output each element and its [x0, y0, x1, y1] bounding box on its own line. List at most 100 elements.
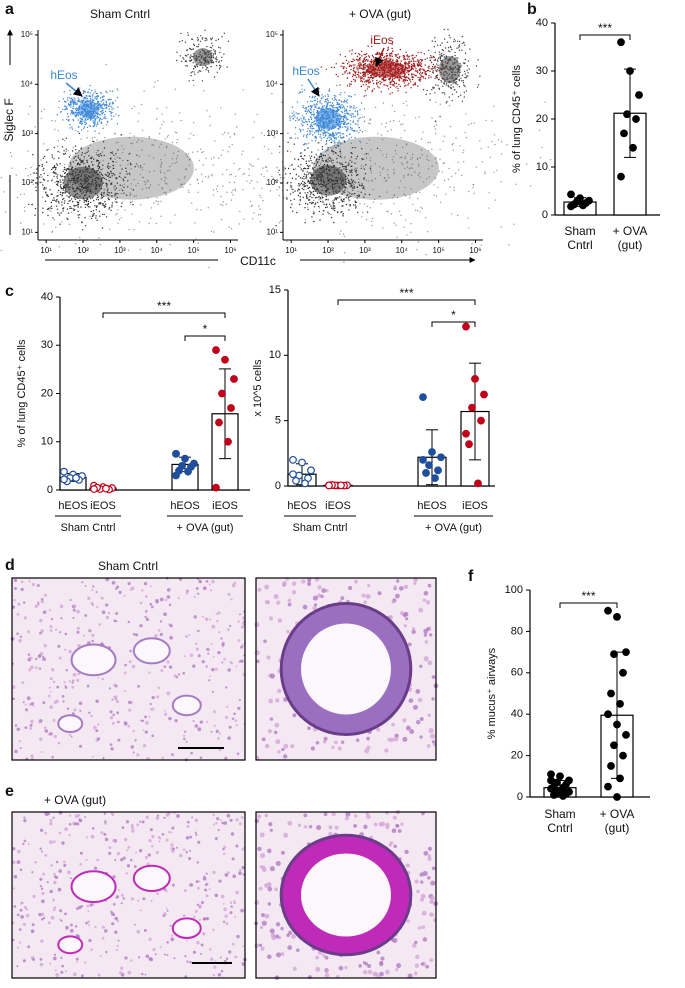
- y-axis-label: % of lung CD45⁺ cells: [511, 65, 523, 173]
- y-axis-label: Siglec F: [2, 98, 16, 141]
- event-dot: [108, 174, 110, 176]
- event-dot: [23, 193, 25, 195]
- event-dot: [300, 123, 303, 125]
- event-dot: [114, 185, 116, 187]
- event-dot: [104, 205, 107, 208]
- event-dot: [24, 133, 26, 135]
- event-dot: [100, 173, 102, 175]
- event-dot: [338, 196, 341, 198]
- event-dot: [497, 139, 500, 141]
- event-dot: [73, 157, 75, 159]
- event-dot: [373, 88, 375, 90]
- event-dot: [42, 169, 44, 171]
- event-dot: [266, 170, 268, 172]
- event-dot: [73, 113, 76, 115]
- event-dot: [467, 72, 469, 74]
- event-dot: [348, 138, 350, 140]
- event-dot: [435, 101, 437, 103]
- event-dot: [125, 170, 128, 173]
- event-dot: [399, 48, 401, 51]
- event-dot: [67, 203, 69, 205]
- event-dot: [318, 210, 320, 213]
- event-dot: [300, 168, 302, 170]
- event-dot: [210, 158, 212, 160]
- event-dot: [316, 161, 319, 164]
- event-dot: [421, 59, 423, 61]
- event-dot: [141, 129, 144, 132]
- event-dot: [380, 57, 383, 59]
- event-dot: [443, 91, 445, 94]
- event-dot: [111, 175, 114, 177]
- event-dot: [416, 248, 418, 251]
- event-dot: [84, 217, 86, 219]
- event-dot: [158, 146, 161, 148]
- event-dot: [4, 211, 7, 213]
- event-dot: [457, 57, 459, 59]
- event-dot: [78, 216, 80, 219]
- event-dot: [411, 73, 413, 75]
- event-dot: [97, 149, 99, 152]
- event-dot: [74, 103, 76, 105]
- event-dot: [169, 165, 171, 168]
- event-dot: [259, 194, 261, 197]
- event-dot: [302, 158, 305, 160]
- event-dot: [302, 170, 304, 172]
- event-dot: [62, 192, 64, 194]
- event-dot: [290, 184, 292, 187]
- event-dot: [34, 207, 37, 210]
- event-dot: [109, 98, 111, 101]
- event-dot: [108, 108, 111, 110]
- event-dot: [67, 212, 70, 214]
- event-dot: [344, 189, 346, 191]
- event-dot: [110, 170, 112, 173]
- event-dot: [271, 175, 273, 178]
- event-dot: [431, 117, 433, 119]
- event-dot: [348, 196, 350, 198]
- event-dot: [63, 168, 66, 171]
- event-dot: [354, 200, 356, 202]
- event-dot: [335, 147, 337, 149]
- event-dot: [340, 136, 342, 139]
- event-dot: [413, 60, 415, 63]
- event-dot: [65, 150, 68, 153]
- event-dot: [391, 55, 393, 57]
- event-dot: [376, 79, 378, 82]
- event-dot: [377, 133, 379, 135]
- event-dot: [340, 197, 342, 199]
- event-dot: [227, 40, 230, 42]
- event-dot: [116, 201, 118, 203]
- event-dot: [339, 135, 341, 137]
- event-dot: [429, 60, 431, 62]
- event-dot: [69, 199, 71, 202]
- event-dot: [369, 119, 371, 121]
- event-dot: [319, 198, 321, 200]
- event-dot: [96, 160, 99, 162]
- event-dot: [339, 54, 341, 56]
- event-dot: [311, 96, 313, 99]
- event-dot: [403, 82, 405, 84]
- event-dot: [56, 175, 58, 178]
- event-dot: [80, 101, 82, 103]
- event-dot: [308, 172, 310, 174]
- event-dot: [113, 186, 115, 189]
- event-dot: [346, 112, 348, 114]
- event-dot: [68, 196, 70, 198]
- event-dot: [32, 154, 34, 156]
- event-dot: [464, 58, 467, 61]
- event-dot: [249, 163, 251, 165]
- event-dot: [446, 100, 448, 103]
- event-dot: [76, 201, 79, 203]
- event-dot: [85, 199, 87, 202]
- event-dot: [363, 177, 365, 179]
- event-dot: [369, 76, 372, 79]
- event-dot: [358, 118, 360, 120]
- event-dot: [62, 187, 64, 190]
- event-dot: [100, 100, 102, 103]
- event-dot: [406, 79, 408, 82]
- event-dot: [454, 89, 456, 91]
- event-dot: [343, 101, 345, 103]
- event-dot: [311, 100, 313, 103]
- event-dot: [383, 84, 386, 86]
- event-dot: [291, 116, 293, 118]
- event-dot: [46, 208, 49, 210]
